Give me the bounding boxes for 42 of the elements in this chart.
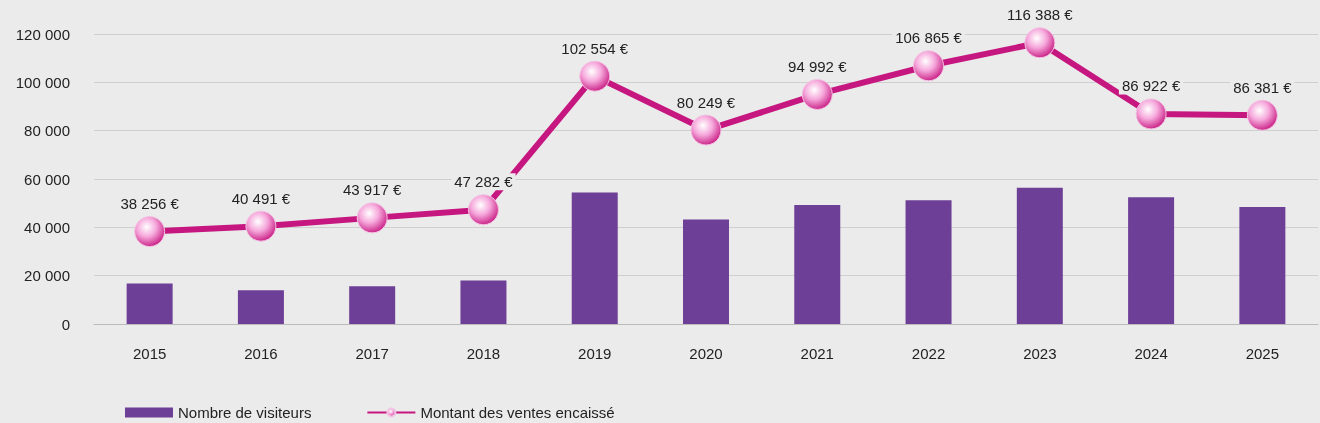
bar [1239, 207, 1286, 324]
x-tick-label: 2016 [244, 345, 278, 362]
x-tick-label: 2017 [355, 345, 389, 362]
bar [349, 286, 396, 324]
x-tick-label: 2022 [911, 345, 946, 362]
bar [1016, 187, 1063, 324]
data-label: 94 992 € [788, 57, 848, 75]
y-tick-label: 80 000 [24, 122, 70, 140]
bar [571, 192, 618, 324]
bar [460, 280, 507, 324]
y-tick-label: 60 000 [24, 170, 70, 188]
legend-label: Nombre de visiteurs [178, 404, 312, 421]
data-label: 40 491 € [231, 189, 291, 207]
data-label: 47 282 € [454, 173, 514, 191]
data-label: 38 256 € [120, 195, 180, 213]
y-tick-label: 100 000 [15, 73, 70, 91]
y-tick-label: 0 [61, 315, 70, 333]
y-tick-label: 40 000 [24, 218, 70, 236]
x-tick-label: 2015 [132, 345, 167, 362]
x-tick-label: 2021 [800, 345, 834, 362]
x-tick-label: 2019 [578, 345, 612, 362]
bar [683, 219, 729, 324]
x-tick-label: 2018 [466, 345, 501, 362]
x-tick-label: 2024 [1134, 345, 1168, 362]
x-tick-label: 2025 [1245, 345, 1280, 362]
x-tick-label: 2023 [1023, 345, 1057, 362]
bar [1128, 197, 1175, 324]
bar [237, 290, 284, 324]
bar [905, 200, 952, 324]
data-label: 86 381 € [1233, 78, 1293, 96]
data-label: 106 865 € [895, 29, 963, 47]
data-label: 43 917 € [342, 181, 403, 199]
y-tick-label: 20 000 [24, 267, 70, 285]
data-label: 86 922 € [1121, 77, 1181, 95]
data-label: 116 388 € [1007, 6, 1074, 24]
bar [126, 283, 173, 324]
x-tick-label: 2020 [689, 345, 723, 362]
data-label: 102 554 € [561, 39, 629, 57]
legend-label: Montant des ventes encaissé [420, 404, 615, 421]
bar [794, 205, 841, 324]
y-tick-label: 120 000 [15, 25, 70, 43]
data-label: 80 249 € [676, 93, 736, 111]
